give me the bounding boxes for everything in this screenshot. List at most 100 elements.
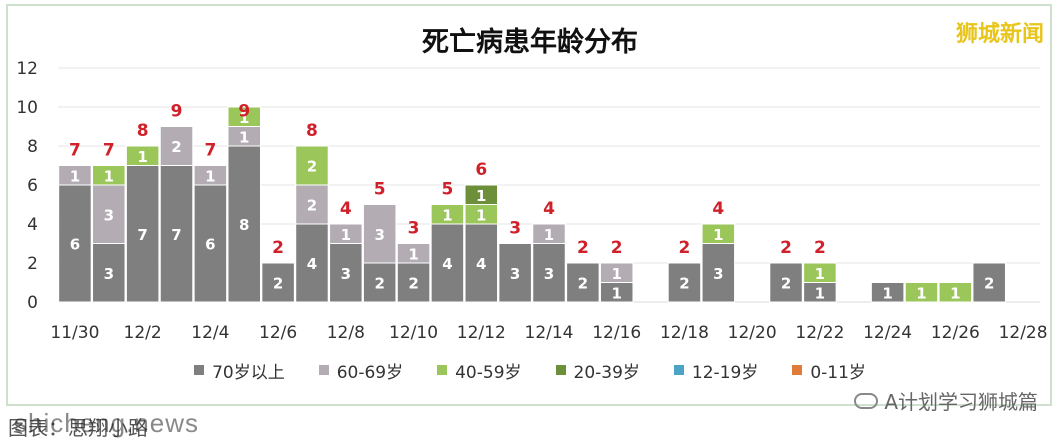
bar-segment [803, 262, 837, 283]
bar-segment [261, 262, 295, 303]
bar-value-label: 3 [104, 206, 114, 224]
bar-total-label: 5 [441, 180, 453, 200]
bar-value-label: 1 [882, 284, 892, 302]
bar-segment [701, 243, 736, 303]
bar-segment [498, 243, 532, 303]
y-tick-label: 0 [27, 293, 38, 313]
legend-swatch [318, 365, 329, 375]
bar-value-label: 2 [273, 275, 283, 293]
bar-value-label: 6 [205, 236, 215, 254]
bar-value-label: 2 [984, 275, 994, 293]
legend-item-60-69: 60-69岁 [318, 358, 404, 383]
legend: 70岁以上 60-69岁 40-59岁 20-39岁 12-19岁 0-11岁 [0, 358, 1060, 383]
x-tick-label: 12/10 [389, 323, 438, 343]
bar-total-label: 2 [611, 238, 623, 258]
bar-value-label: 1 [341, 226, 351, 244]
bar-segment [464, 223, 499, 303]
x-tick-label: 12/16 [592, 323, 641, 343]
bar-value-label: 2 [578, 275, 588, 293]
bar-segment [396, 243, 431, 264]
bar-segment [362, 204, 397, 264]
bar-value-label: 1 [815, 265, 825, 283]
bar-value-label: 3 [104, 265, 114, 283]
bar-segment [295, 184, 329, 225]
wechat-account: A计划学习狮城篇 [854, 386, 1038, 415]
bar-value-label: 3 [341, 265, 351, 283]
bar-segment [701, 223, 736, 244]
x-tick-label: 12/26 [931, 323, 980, 343]
bar-value-label: 1 [476, 206, 486, 224]
bar-value-label: 1 [104, 167, 114, 185]
bar-segment [464, 184, 499, 205]
bar-segment [904, 282, 939, 303]
bar-value-label: 1 [476, 187, 486, 205]
bar-segment [193, 184, 228, 303]
legend-label: 20-39岁 [573, 362, 640, 383]
bar-segment [227, 106, 261, 127]
bar-value-label: 6 [70, 236, 80, 254]
bar-total-label: 3 [408, 219, 420, 239]
x-tick-label: 12/4 [191, 323, 229, 343]
x-tick-label: 12/8 [327, 323, 365, 343]
bar-value-label: 1 [137, 148, 147, 166]
x-tick-label: 12/24 [863, 323, 912, 343]
x-tick-label: 12/6 [259, 323, 297, 343]
bar-total-label: 4 [543, 199, 555, 219]
bar-segment [532, 243, 566, 303]
bar-segment [159, 165, 194, 303]
bar-value-label: 7 [137, 226, 147, 244]
legend-swatch [555, 365, 566, 375]
chart-caption: 图表：思翔小路 [8, 416, 148, 440]
bar-value-label: 3 [544, 265, 554, 283]
bar-value-label: 3 [374, 226, 384, 244]
bar-value-label: 1 [612, 265, 622, 283]
bar-segment [329, 223, 363, 244]
x-tick-label: 12/18 [660, 323, 709, 343]
legend-swatch [792, 365, 803, 375]
bar-total-label: 2 [780, 238, 792, 258]
bar-value-label: 8 [239, 216, 249, 234]
bar-total-label: 7 [69, 141, 81, 161]
bar-value-label: 3 [510, 265, 520, 283]
bar-total-label: 9 [238, 102, 250, 122]
bar-value-label: 2 [171, 138, 181, 156]
bar-value-label: 1 [442, 206, 452, 224]
bar-value-label: 1 [916, 284, 926, 302]
bar-total-label: 4 [340, 199, 352, 219]
bar-total-label: 7 [103, 141, 115, 161]
bar-segment [92, 165, 126, 186]
bar-segment [329, 243, 363, 303]
y-tick-label: 12 [16, 59, 38, 79]
bar-value-label: 1 [815, 284, 825, 302]
bar-total-label: 4 [712, 199, 724, 219]
bar-total-label: 5 [374, 180, 386, 200]
bar-segment [532, 223, 566, 244]
bar-total-label: 2 [679, 238, 691, 258]
bar-segment [125, 145, 160, 166]
x-tick-label: 12/12 [457, 323, 506, 343]
bar-total-label: 7 [204, 141, 216, 161]
legend-item-0-11: 0-11岁 [792, 358, 866, 383]
bar-total-label: 2 [814, 238, 826, 258]
y-tick-label: 10 [16, 98, 38, 118]
y-tick-label: 8 [27, 137, 38, 157]
bar-value-label: 4 [307, 255, 317, 273]
legend-swatch [194, 365, 205, 375]
wechat-label: A计划学习狮城篇 [884, 390, 1038, 414]
y-tick-label: 2 [27, 254, 38, 274]
bar-segment [92, 243, 126, 303]
wechat-icon [854, 392, 879, 409]
watermark: shicheng.news [14, 408, 199, 438]
brand-logo-text: 狮城新闻 [955, 22, 1044, 47]
legend-label: 60-69岁 [336, 362, 404, 383]
bar-value-label: 1 [239, 128, 249, 146]
legend-item-40-59: 40-59岁 [437, 358, 522, 383]
x-tick-label: 12/22 [795, 323, 844, 343]
bar-segment [58, 184, 92, 303]
x-tick-label: 12/2 [124, 323, 162, 343]
bar-total-label: 3 [509, 219, 521, 239]
bar-segment [227, 145, 261, 303]
bar-total-label: 2 [272, 238, 284, 258]
legend-item-20-39: 20-39岁 [555, 358, 640, 383]
